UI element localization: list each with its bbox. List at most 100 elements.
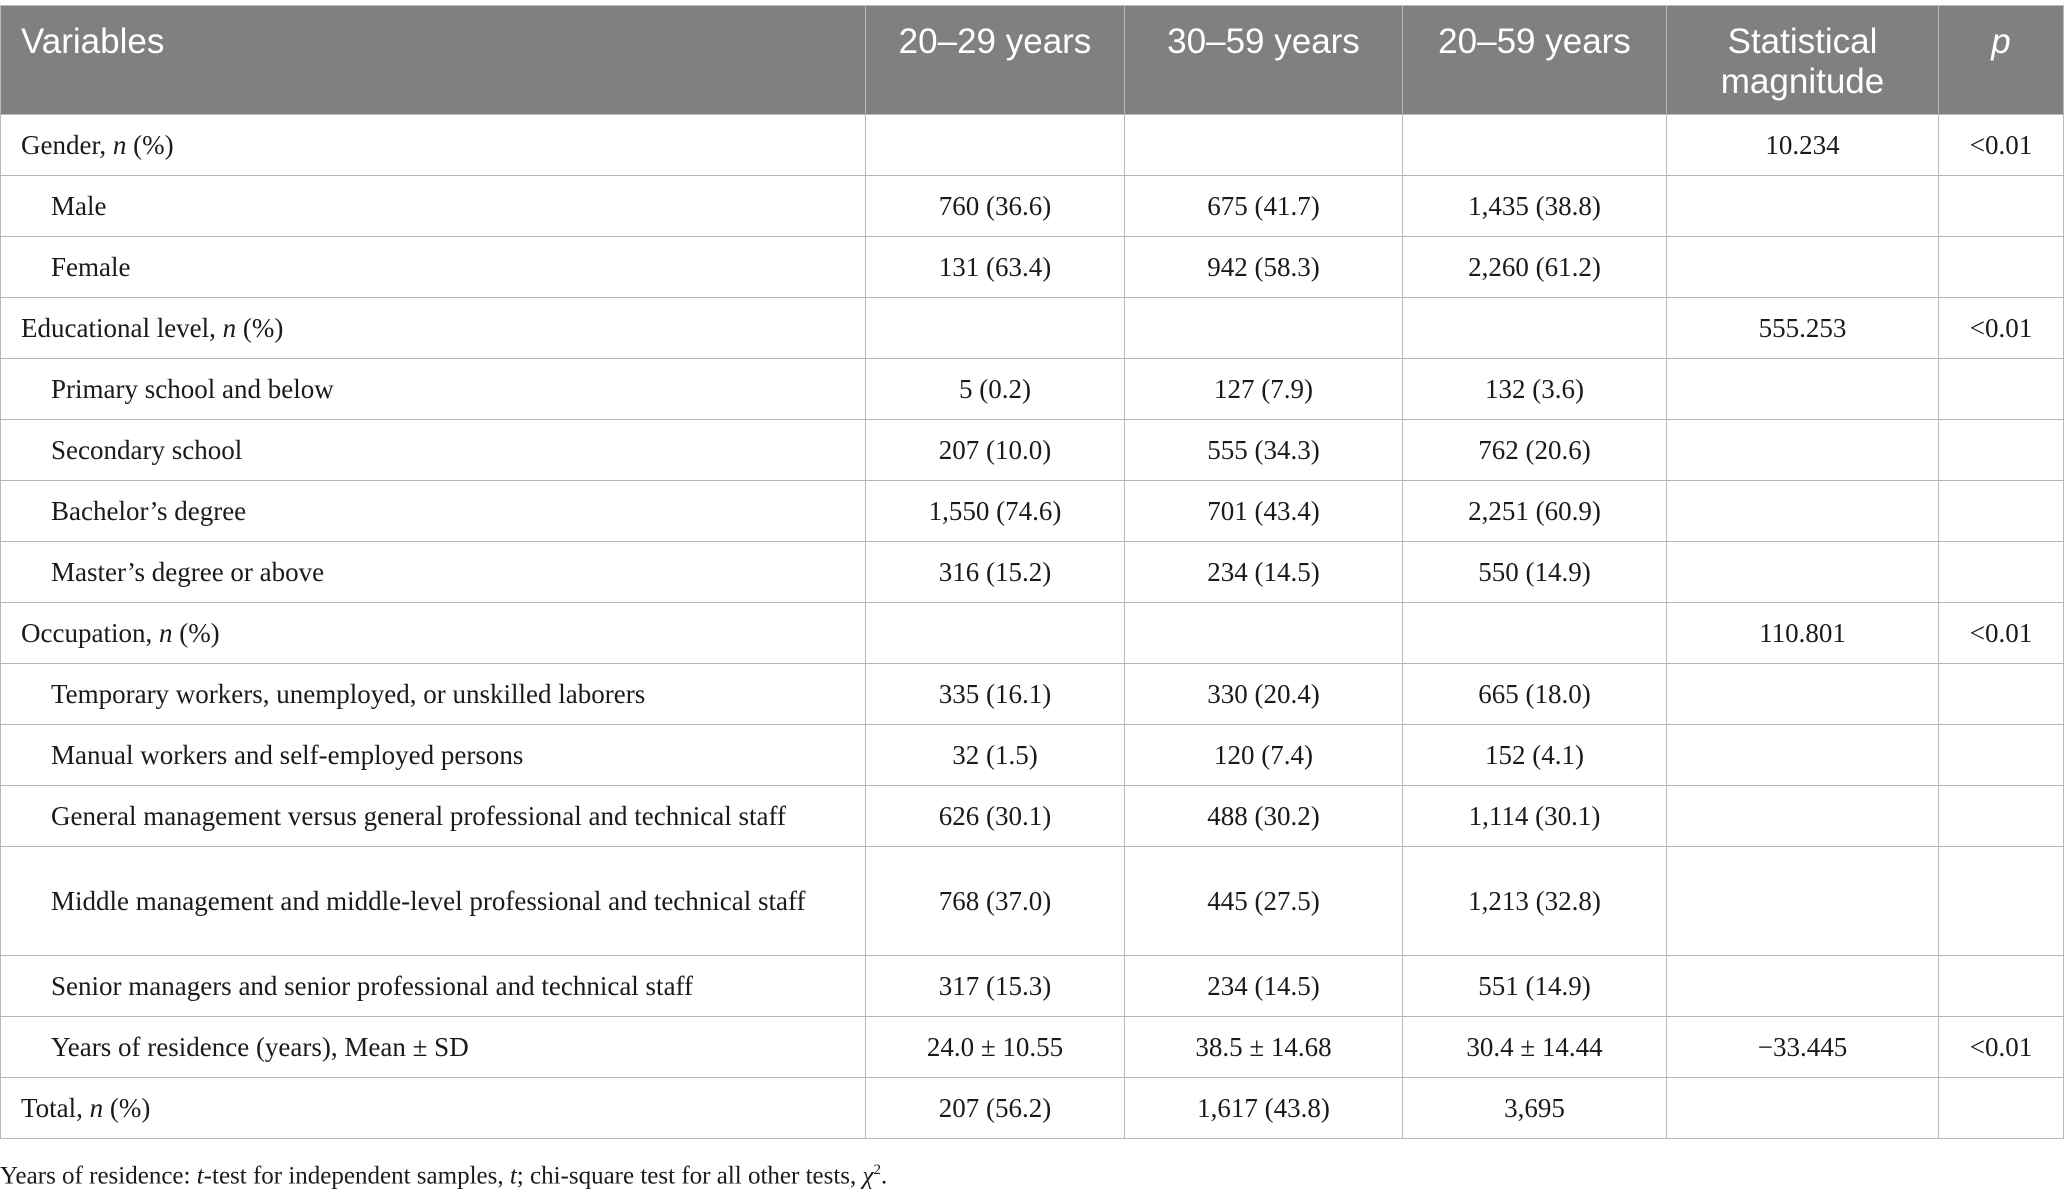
- table-row: Senior managers and senior professional …: [0, 955, 2064, 1017]
- cell-30-59: [1124, 602, 1403, 664]
- cell-20-29: 207 (56.2): [865, 1077, 1125, 1139]
- cell-statistic: [1666, 419, 1939, 481]
- cell-20-59: 1,213 (32.8): [1402, 846, 1667, 956]
- row-label: Educational level, n (%): [0, 297, 866, 359]
- row-label: Primary school and below: [0, 358, 866, 420]
- cell-30-59: [1124, 297, 1403, 359]
- cell-30-59: 675 (41.7): [1124, 175, 1403, 237]
- cell-20-59: 2,260 (61.2): [1402, 236, 1667, 298]
- table-header: Variables 20–29 years 30–59 years 20–59 …: [0, 5, 2064, 115]
- cell-20-59: 551 (14.9): [1402, 955, 1667, 1017]
- table-row: Manual workers and self-employed persons…: [0, 724, 2064, 786]
- cell-30-59: 1,617 (43.8): [1124, 1077, 1403, 1139]
- row-label: Middle management and middle-level profe…: [0, 846, 866, 956]
- cell-20-59: 2,251 (60.9): [1402, 480, 1667, 542]
- cell-p: [1938, 846, 2064, 956]
- cell-p: [1938, 358, 2064, 420]
- cell-20-29: 316 (15.2): [865, 541, 1125, 603]
- table-row: Male 760 (36.6) 675 (41.7) 1,435 (38.8): [0, 175, 2064, 237]
- table-row: Middle management and middle-level profe…: [0, 846, 2064, 956]
- cell-20-29: 760 (36.6): [865, 175, 1125, 237]
- cell-statistic: 555.253: [1666, 297, 1939, 359]
- cell-20-59: [1402, 602, 1667, 664]
- header-20-29-years: 20–29 years: [865, 5, 1125, 115]
- cell-20-59: [1402, 297, 1667, 359]
- cell-30-59: 234 (14.5): [1124, 541, 1403, 603]
- row-label: General management versus general profes…: [0, 785, 866, 847]
- cell-p: [1938, 785, 2064, 847]
- table-row: Master’s degree or above 316 (15.2) 234 …: [0, 541, 2064, 603]
- cell-20-29: [865, 114, 1125, 176]
- table-row: Bachelor’s degree 1,550 (74.6) 701 (43.4…: [0, 480, 2064, 542]
- cell-20-29: 335 (16.1): [865, 663, 1125, 725]
- header-statistical-magnitude: Statistical magnitude: [1666, 5, 1939, 115]
- cell-p: [1938, 419, 2064, 481]
- table-row: Years of residence (years), Mean ± SD 24…: [0, 1016, 2064, 1078]
- cell-30-59: 445 (27.5): [1124, 846, 1403, 956]
- cell-20-59: 1,435 (38.8): [1402, 175, 1667, 237]
- cell-20-59: 30.4 ± 14.44: [1402, 1016, 1667, 1078]
- cell-p: <0.01: [1938, 602, 2064, 664]
- table-row: Primary school and below 5 (0.2) 127 (7.…: [0, 358, 2064, 420]
- cell-20-29: [865, 602, 1125, 664]
- cell-p: [1938, 724, 2064, 786]
- cell-statistic: [1666, 663, 1939, 725]
- table-footnote: Years of residence: t-test for independe…: [0, 1162, 888, 1190]
- cell-statistic: 110.801: [1666, 602, 1939, 664]
- header-p-value: p: [1938, 5, 2064, 115]
- cell-20-29: 5 (0.2): [865, 358, 1125, 420]
- cell-30-59: 120 (7.4): [1124, 724, 1403, 786]
- cell-20-29: 317 (15.3): [865, 955, 1125, 1017]
- row-label: Temporary workers, unemployed, or unskil…: [0, 663, 866, 725]
- cell-20-29: 24.0 ± 10.55: [865, 1016, 1125, 1078]
- header-variables: Variables: [0, 5, 866, 115]
- cell-statistic: 10.234: [1666, 114, 1939, 176]
- cell-20-59: 665 (18.0): [1402, 663, 1667, 725]
- cell-20-29: 131 (63.4): [865, 236, 1125, 298]
- cell-statistic: [1666, 785, 1939, 847]
- table-body: Gender, n (%) 10.234 <0.01 Male 760 (36.…: [0, 114, 2064, 1139]
- cell-30-59: 127 (7.9): [1124, 358, 1403, 420]
- header-statistical-line1: Statistical: [1727, 22, 1878, 61]
- cell-p: [1938, 663, 2064, 725]
- row-label: Senior managers and senior professional …: [0, 955, 866, 1017]
- cell-20-59: 152 (4.1): [1402, 724, 1667, 786]
- cell-20-29: [865, 297, 1125, 359]
- table-row: Gender, n (%) 10.234 <0.01: [0, 114, 2064, 176]
- cell-statistic: [1666, 1077, 1939, 1139]
- table-row: Total, n (%) 207 (56.2) 1,617 (43.8) 3,6…: [0, 1077, 2064, 1139]
- cell-20-59: [1402, 114, 1667, 176]
- table-row: Educational level, n (%) 555.253 <0.01: [0, 297, 2064, 359]
- cell-statistic: [1666, 955, 1939, 1017]
- header-30-59-years: 30–59 years: [1124, 5, 1403, 115]
- cell-p: [1938, 175, 2064, 237]
- cell-p: [1938, 480, 2064, 542]
- cell-statistic: [1666, 724, 1939, 786]
- cell-statistic: −33.445: [1666, 1016, 1939, 1078]
- header-statistical-line2: magnitude: [1720, 62, 1885, 101]
- table-row: Female 131 (63.4) 942 (58.3) 2,260 (61.2…: [0, 236, 2064, 298]
- cell-statistic: [1666, 358, 1939, 420]
- cell-statistic: [1666, 480, 1939, 542]
- cell-statistic: [1666, 236, 1939, 298]
- cell-30-59: 234 (14.5): [1124, 955, 1403, 1017]
- cell-p: [1938, 541, 2064, 603]
- table-row: Occupation, n (%) 110.801 <0.01: [0, 602, 2064, 664]
- cell-30-59: 555 (34.3): [1124, 419, 1403, 481]
- cell-20-59: 762 (20.6): [1402, 419, 1667, 481]
- row-label: Total, n (%): [0, 1077, 866, 1139]
- table-row: General management versus general profes…: [0, 785, 2064, 847]
- row-label: Male: [0, 175, 866, 237]
- cell-statistic: [1666, 541, 1939, 603]
- cell-20-59: 550 (14.9): [1402, 541, 1667, 603]
- cell-p: [1938, 236, 2064, 298]
- cell-statistic: [1666, 846, 1939, 956]
- cell-30-59: 488 (30.2): [1124, 785, 1403, 847]
- header-20-59-years: 20–59 years: [1402, 5, 1667, 115]
- cell-p: <0.01: [1938, 1016, 2064, 1078]
- row-label: Secondary school: [0, 419, 866, 481]
- cell-30-59: [1124, 114, 1403, 176]
- cell-statistic: [1666, 175, 1939, 237]
- cell-p: [1938, 955, 2064, 1017]
- cell-p: [1938, 1077, 2064, 1139]
